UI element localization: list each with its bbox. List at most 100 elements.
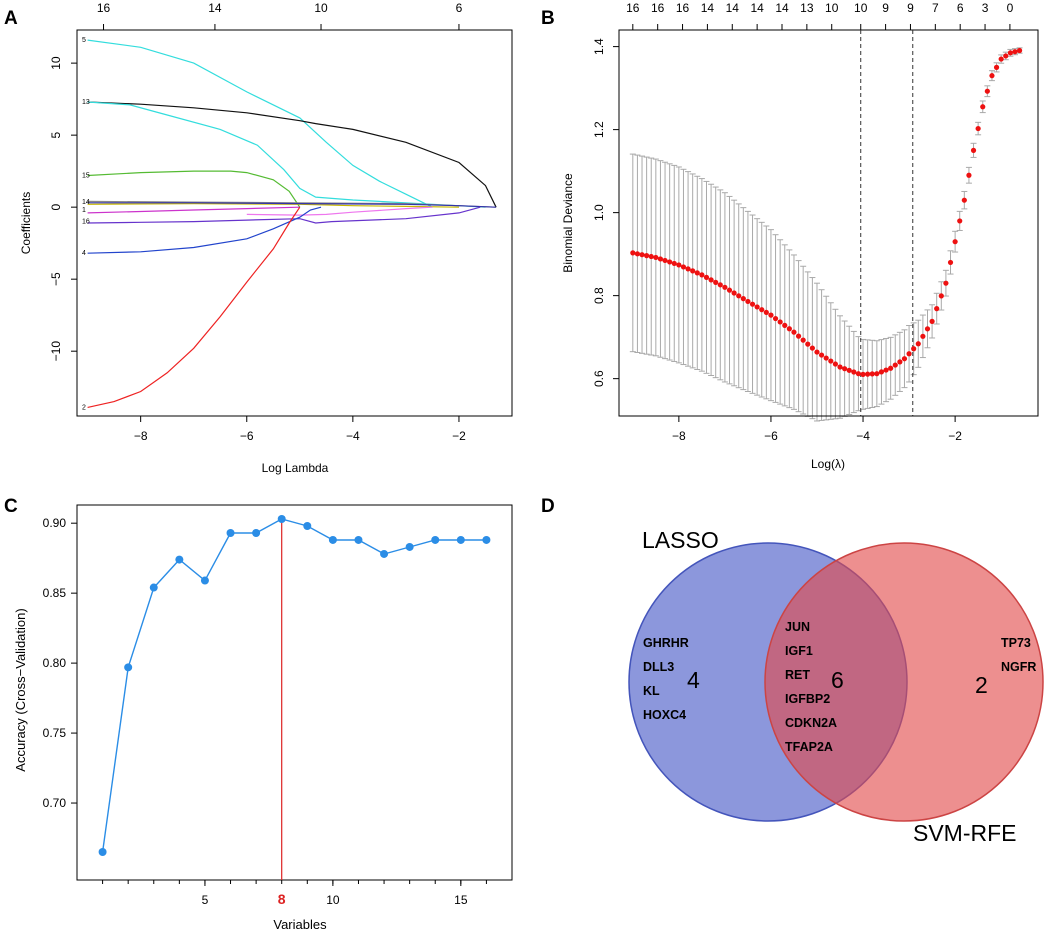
- deviance-point-29: [763, 309, 769, 316]
- coef-path-2: [87, 101, 486, 208]
- coef-line-label-5: 16: [82, 219, 90, 226]
- accuracy-point-15: [456, 535, 465, 544]
- deviance-point-55: [883, 367, 889, 373]
- coef-path-3: [87, 170, 301, 208]
- panel-b-top-label-5: 14: [750, 1, 764, 15]
- coef-path-5: [87, 202, 460, 208]
- deviance-point-59: [901, 356, 908, 362]
- venn-gene-lasso-1: GHRHR: [643, 636, 689, 650]
- panel-b-x-tick-label-3: −2: [948, 429, 962, 443]
- coef-line-label-7: 2: [82, 404, 86, 411]
- venn-set-label-svm-rfe: SVM-RFE: [913, 820, 1017, 846]
- deviance-point-12: [685, 266, 691, 272]
- deviance-point-43: [828, 358, 834, 364]
- panel-b-top-label-1: 16: [651, 1, 665, 15]
- deviance-point-78: [989, 73, 995, 79]
- panel-b-y-tick-label-2: 1.0: [592, 204, 606, 221]
- panel-a-top-label-0: 16: [97, 1, 111, 15]
- panel-letter-d: D: [541, 496, 555, 517]
- panel-a-y-axis-label: Coefficients: [19, 192, 33, 254]
- deviance-point-21: [726, 287, 733, 293]
- panel-letter-a: A: [4, 8, 18, 29]
- deviance-point-39: [809, 345, 815, 351]
- deviance-point-48: [851, 369, 857, 375]
- deviance-point-44: [832, 361, 839, 367]
- panel-b-top-label-6: 14: [775, 1, 789, 15]
- deviance-point-67: [938, 293, 944, 299]
- deviance-point-74: [970, 147, 977, 153]
- deviance-point-56: [888, 365, 894, 371]
- panel-letter-b: B: [541, 8, 555, 29]
- panel-b-error-bars: [629, 47, 1023, 422]
- panel-b-top-label-2: 16: [676, 1, 690, 15]
- panel-a-top-label-3: 6: [456, 1, 463, 15]
- venn-gene-shared-5: CDKN2A: [785, 716, 837, 730]
- accuracy-point-14: [431, 535, 440, 544]
- coef-line-label-1: 13: [82, 99, 90, 106]
- deviance-point-79: [993, 64, 1000, 70]
- panel-b-y-tick-label-1: 0.8: [592, 287, 606, 304]
- panel-b-x-axis-label: Log(λ): [811, 457, 845, 471]
- deviance-point-23: [736, 293, 742, 299]
- coef-line-label-2: 15: [82, 172, 90, 179]
- panel-b-y-tick-label-0: 0.6: [592, 370, 606, 387]
- coef-path-11: [87, 206, 301, 408]
- accuracy-point-7: [252, 528, 261, 537]
- coef-line-label-4: 1: [82, 207, 86, 214]
- deviance-point-15: [699, 272, 705, 278]
- coef-line-label-0: 5: [82, 37, 86, 44]
- venn-gene-shared-6: TFAP2A: [785, 740, 833, 754]
- deviance-point-76: [980, 104, 986, 110]
- deviance-point-68: [943, 280, 949, 286]
- deviance-point-19: [717, 282, 723, 288]
- deviance-point-63: [920, 333, 926, 339]
- panel-b-top-label-4: 14: [726, 1, 740, 15]
- accuracy-point-10: [328, 535, 337, 544]
- deviance-point-18: [713, 279, 719, 285]
- panel-a-top-label-2: 10: [314, 1, 328, 15]
- panel-c-accuracy: 8 5 10 15 0.70 0.75 0.80 0.85 0.90 Variables Ac…: [13, 504, 513, 932]
- panel-b-top-label-9: 10: [854, 1, 868, 15]
- panel-b-top-label-13: 6: [957, 1, 964, 15]
- accuracy-point-16: [482, 535, 491, 544]
- venn-gene-shared-2: IGF1: [785, 644, 813, 658]
- panel-c-y-tick-label-0: 0.70: [43, 796, 67, 810]
- coef-path-1: [87, 101, 497, 208]
- accuracy-point-5: [200, 576, 209, 585]
- panel-b-y-axis-label: Binomial Deviance: [561, 173, 575, 273]
- accuracy-point-6: [226, 528, 235, 537]
- panel-c-y-tick-label-3: 0.85: [43, 586, 67, 600]
- coef-path-7: [87, 206, 300, 214]
- coef-path-0: [87, 39, 433, 208]
- panel-b-top-label-7: 13: [800, 1, 814, 15]
- deviance-point-32: [777, 319, 783, 325]
- deviance-point-49: [855, 371, 862, 377]
- deviance-point-38: [805, 341, 811, 347]
- deviance-point-58: [897, 359, 903, 365]
- panel-b-top-label-15: 0: [1007, 1, 1014, 15]
- venn-circle-svm-rfe: [764, 542, 1044, 822]
- deviance-point-20: [722, 284, 728, 290]
- panel-a-y-tick-label-2: 0: [49, 204, 63, 211]
- deviance-point-41: [818, 352, 825, 358]
- panel-a-y-tick-label-1: −5: [49, 272, 63, 286]
- venn-gene-shared-4: IGFBP2: [785, 692, 830, 706]
- panel-b-top-label-3: 14: [701, 1, 715, 15]
- panel-b-x-tick-label-0: −8: [672, 429, 686, 443]
- panel-b-x-tick-label-2: −4: [856, 429, 870, 443]
- panel-a-series-lines: [87, 39, 497, 408]
- panel-b-cv-deviance: −8 −6 −4 −2 0.6 0.8 1.0 1.2 1.4 16 16 16 14 14 14 14 13 1…: [561, 1, 1039, 471]
- deviance-point-70: [952, 239, 958, 245]
- selected-variables-label: 8: [278, 891, 286, 907]
- deviance-point-52: [869, 371, 875, 377]
- deviance-point-17: [708, 277, 714, 283]
- deviance-point-11: [680, 264, 687, 270]
- coef-path-9: [87, 206, 481, 224]
- venn-gene-lasso-3: KL: [643, 684, 660, 698]
- accuracy-point-1: [98, 848, 107, 857]
- coef-line-label-6: 4: [82, 250, 86, 257]
- deviance-point-83: [1012, 49, 1018, 55]
- panel-a-plot-frame: [76, 29, 513, 417]
- deviance-point-28: [759, 307, 765, 313]
